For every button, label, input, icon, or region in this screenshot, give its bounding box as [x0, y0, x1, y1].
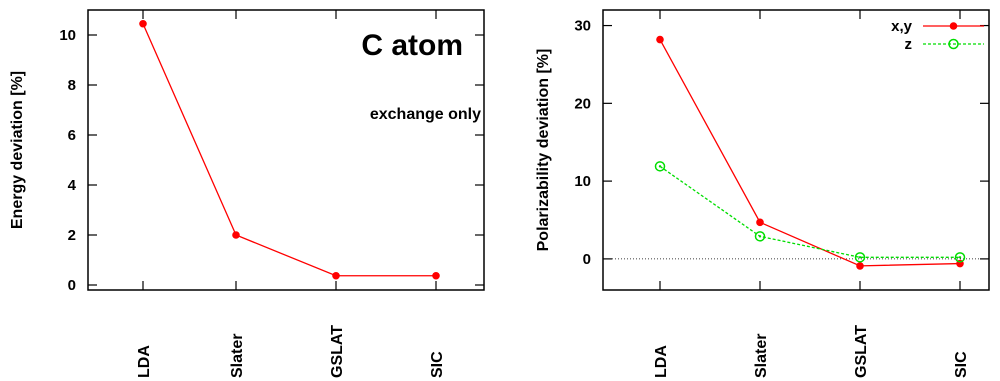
data-point	[854, 252, 866, 263]
data-point	[856, 262, 864, 270]
data-point-center	[958, 256, 962, 259]
data-point	[654, 161, 666, 172]
y-tick-label: 30	[574, 18, 591, 35]
category-label: LDA	[653, 345, 670, 378]
series-line	[659, 39, 961, 267]
plot-frame	[87, 9, 485, 291]
series-line	[142, 23, 436, 277]
category-label: GSLAT	[853, 325, 870, 378]
legend-marker	[948, 38, 959, 50]
y-tick-label: 0	[583, 251, 591, 268]
category-label: SIC	[429, 351, 446, 378]
data-point	[656, 35, 664, 44]
legend-label: x,y	[891, 18, 913, 35]
data-point	[754, 231, 766, 242]
chart-polarizability-deviation: 0 10 20 30 LDA Slater GSLAT SIC Polarizability d…	[535, 9, 990, 378]
category-label: SIC	[953, 351, 970, 378]
data-point	[954, 252, 966, 263]
y-tick-label: 20	[574, 95, 591, 112]
chart-title: C atom	[361, 29, 463, 62]
chart-annotation: exchange only	[370, 106, 481, 123]
plot-frame	[602, 9, 990, 291]
series-line	[659, 165, 960, 258]
data-point	[756, 218, 764, 227]
legend-label: z	[905, 36, 913, 53]
category-label: Slater	[753, 334, 770, 378]
data-point-center	[758, 235, 762, 238]
category-label: LDA	[136, 345, 153, 378]
data-point-center	[658, 165, 662, 168]
category-label: Slater	[229, 334, 246, 378]
y-tick-label: 4	[68, 177, 77, 194]
y-tick-label: 10	[574, 173, 591, 190]
y-axis-title: Energy deviation [%]	[9, 71, 26, 229]
legend-marker	[949, 22, 958, 30]
y-tick-label: 8	[68, 77, 76, 94]
y-tick-label: 10	[59, 27, 76, 44]
data-point	[232, 231, 240, 239]
y-tick-label: 6	[68, 127, 76, 144]
y-tick-label: 2	[68, 227, 76, 244]
category-label: GSLAT	[329, 325, 346, 378]
chart-energy-deviation: 0 2 4 6 8 10 LDA Slater GSLAT SIC Energy deviation…	[9, 9, 485, 378]
data-point-center	[858, 256, 862, 259]
y-axis-title: Polarizability deviation [%]	[535, 49, 552, 252]
data-point	[139, 19, 147, 28]
data-point	[332, 271, 340, 280]
data-point	[432, 271, 440, 280]
y-tick-label: 0	[68, 277, 76, 294]
